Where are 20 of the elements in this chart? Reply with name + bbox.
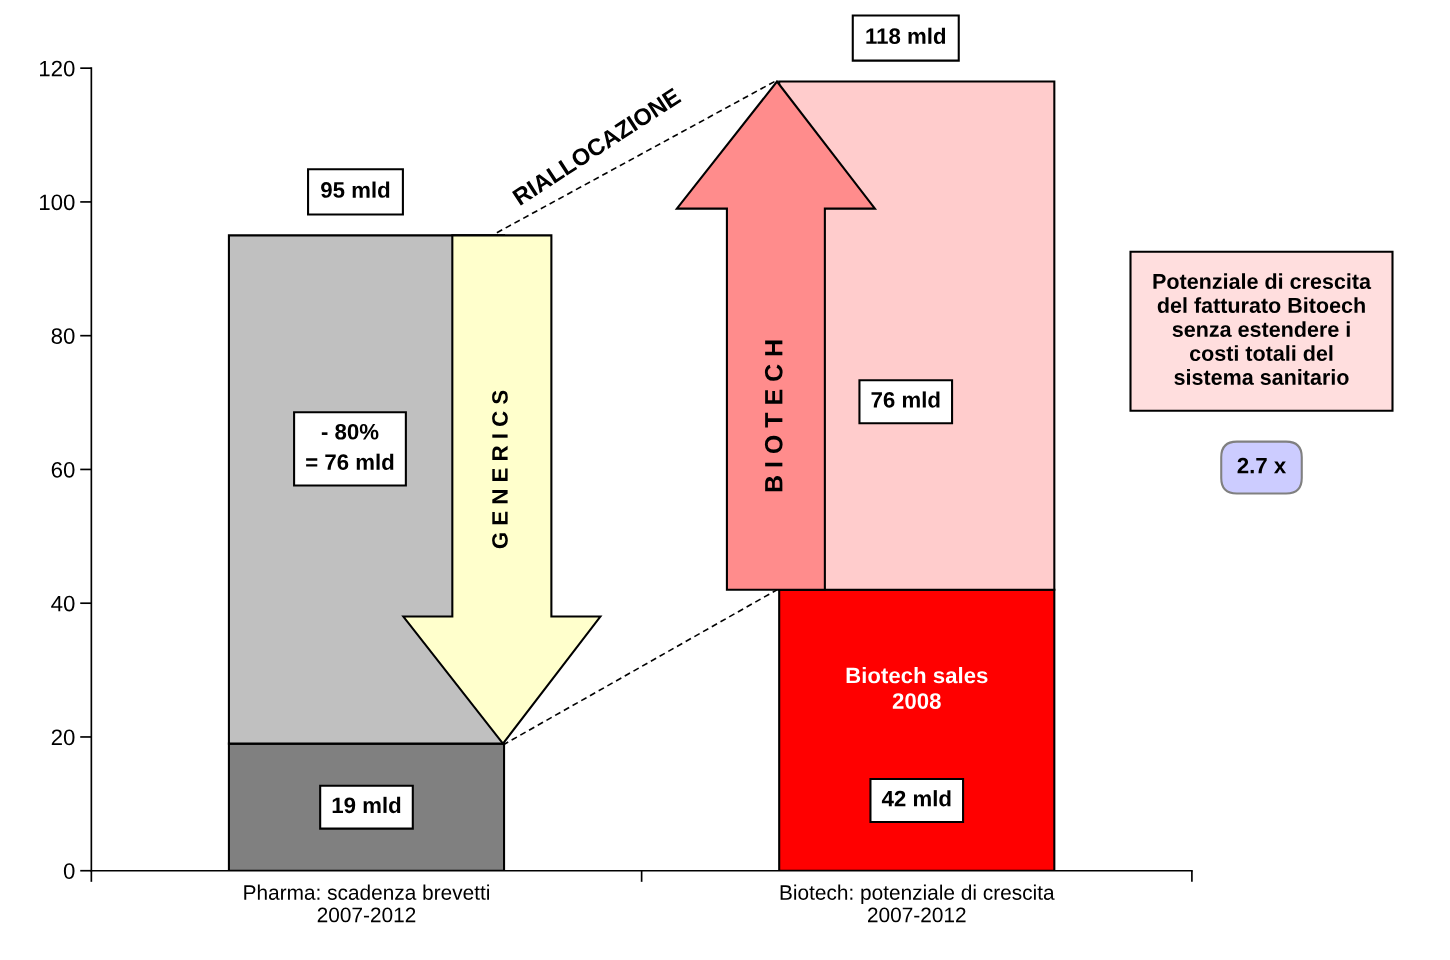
x-tick-label: Biotech: potenziale di crescita 2007-2012 bbox=[780, 884, 1055, 923]
y-tick-label: 0 bbox=[63, 863, 75, 879]
data-label: 42 mld bbox=[881, 790, 951, 807]
annotation: Biotech sales 2008 bbox=[846, 667, 988, 709]
y-tick-label: 20 bbox=[51, 729, 75, 746]
total-label: 118 mld bbox=[866, 27, 946, 45]
annotation: B I O T E C H bbox=[764, 340, 783, 492]
y-tick-label: 60 bbox=[51, 461, 75, 478]
y-tick-label: 120 bbox=[40, 60, 75, 77]
total-label: 95 mld bbox=[321, 181, 390, 198]
data-label: 19 mld bbox=[332, 796, 401, 814]
annotation: G E N E R I C S bbox=[492, 390, 508, 549]
y-tick-label: 40 bbox=[51, 595, 75, 612]
annotation: Potenziale di crescita del fatturato Bitoech senza estendere i costi totali del sistema sanitario bbox=[1153, 273, 1372, 385]
data-label: 76 mld bbox=[871, 391, 940, 408]
text: 2.7 x bbox=[1237, 457, 1287, 474]
y-tick-label: 100 bbox=[40, 194, 75, 211]
data-label: - 80% = 76 mld bbox=[306, 423, 394, 470]
x-tick-label: Pharma: scadenza brevetti 2007-2012 bbox=[244, 884, 489, 923]
y-tick-label: 80 bbox=[51, 328, 75, 344]
